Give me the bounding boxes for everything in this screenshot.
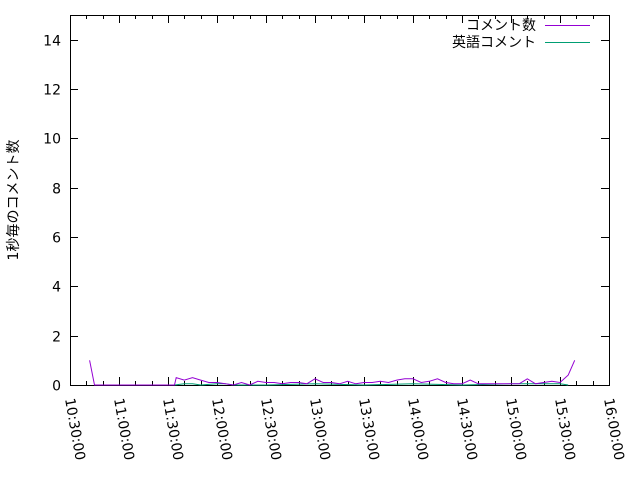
plot-border [70, 15, 610, 386]
legend-label: 英語コメント [452, 34, 536, 51]
y-tick-label: 12 [43, 83, 61, 99]
x-tick-label: 16:00:00 [600, 397, 627, 462]
series-line [89, 360, 576, 386]
y-tick-label: 0 [52, 379, 61, 395]
y-tick-label: 2 [52, 330, 61, 346]
x-tick-label: 11:00:00 [110, 397, 137, 462]
x-tick-label: 10:30:00 [61, 397, 88, 462]
y-tick-label: 10 [43, 132, 61, 148]
y-tick-label: 14 [43, 34, 61, 50]
x-tick-label: 11:30:00 [159, 397, 186, 462]
x-tick-label: 13:00:00 [306, 397, 333, 462]
x-tick-label: 12:00:00 [208, 397, 235, 462]
legend-label: コメント数 [466, 18, 536, 34]
x-tick-label: 12:30:00 [257, 397, 284, 462]
x-tick-label: 14:00:00 [404, 397, 431, 462]
x-tick-label: 14:30:00 [453, 397, 480, 462]
y-tick-label: 8 [52, 182, 61, 198]
x-tick-label: 15:00:00 [502, 397, 529, 462]
y-tick-label: 4 [52, 280, 61, 296]
y-axis-label: 1秒毎のコメント数 [6, 140, 22, 261]
y-tick-label: 6 [52, 231, 61, 247]
x-tick-label: 13:30:00 [355, 397, 382, 462]
x-tick-label: 15:30:00 [551, 397, 578, 462]
